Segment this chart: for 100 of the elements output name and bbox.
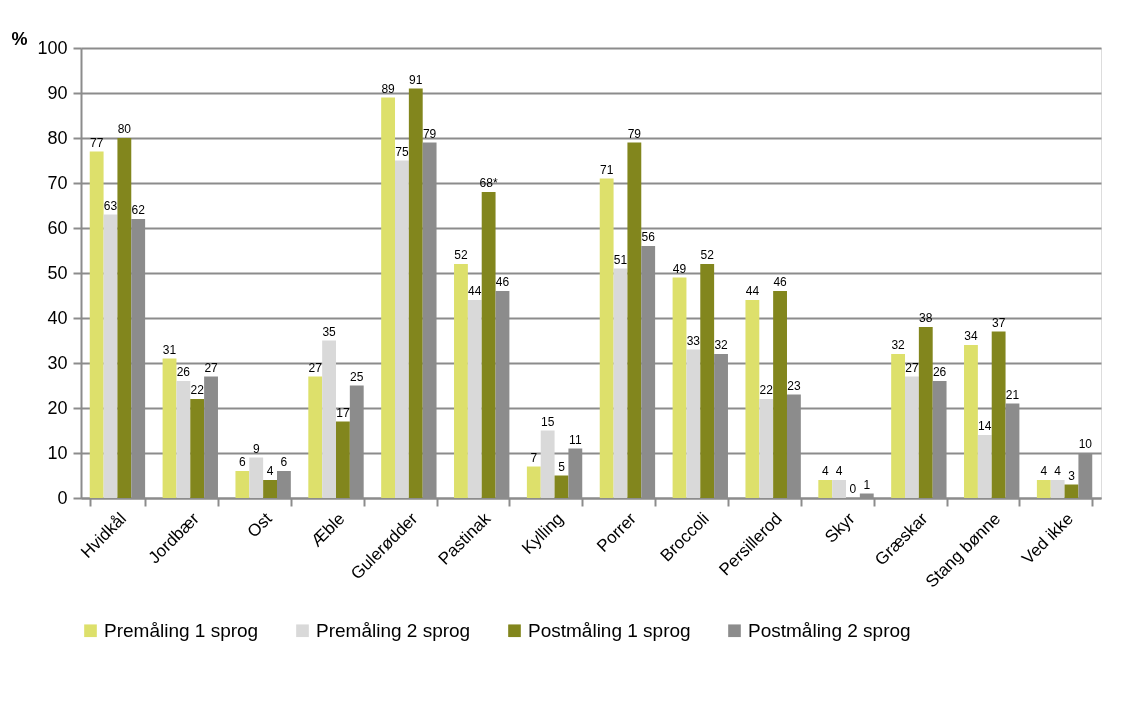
data-label: 25 (350, 369, 364, 384)
data-label: 10 (1078, 437, 1093, 451)
data-label: 52 (454, 248, 468, 262)
data-label: 7 (530, 450, 538, 465)
data-label: 80 (117, 122, 132, 136)
bar (991, 331, 1006, 498)
bar (467, 300, 482, 498)
bar (540, 430, 555, 498)
data-label: 22 (190, 383, 205, 397)
y-tick-label: 80 (47, 127, 68, 148)
bar (336, 421, 350, 498)
data-label: 15 (540, 414, 555, 429)
data-label: 31 (162, 342, 177, 357)
data-label: 35 (322, 324, 337, 339)
data-label: 4 (821, 464, 829, 478)
bar (554, 475, 569, 498)
data-label: 91 (409, 72, 423, 87)
data-label: 3 (1068, 468, 1076, 483)
y-tick-label: 90 (47, 82, 68, 103)
bar (481, 192, 496, 498)
data-label: 46 (495, 275, 510, 289)
y-tick-label: 60 (47, 217, 68, 238)
data-label: 62 (131, 203, 146, 217)
bar (322, 340, 336, 498)
bar (627, 142, 642, 498)
bar (905, 376, 919, 498)
data-label: 4 (266, 464, 274, 478)
bar (700, 264, 715, 498)
bar (381, 97, 396, 498)
data-label: 32 (891, 338, 906, 352)
data-label: 6 (239, 455, 247, 469)
bar (117, 138, 132, 498)
data-label: 34 (964, 329, 978, 343)
legend-label: Postmåling 1 sprog (528, 619, 691, 641)
data-label: 0 (849, 482, 857, 496)
data-label: 27 (905, 360, 919, 375)
data-label: 44 (468, 284, 482, 298)
data-label: 21 (1005, 387, 1020, 402)
bar (686, 349, 701, 498)
data-label: 79 (627, 126, 642, 141)
y-tick-label: 50 (47, 262, 68, 283)
y-tick-label: 30 (47, 352, 68, 373)
bar (395, 160, 409, 498)
data-label: 44 (745, 284, 760, 298)
data-label: 77 (89, 135, 104, 150)
data-label: 37 (991, 315, 1006, 330)
data-label: 71 (599, 162, 614, 177)
data-label: 75 (395, 144, 409, 159)
data-label: 68* (479, 176, 498, 190)
bar (89, 151, 104, 498)
bar (190, 399, 205, 498)
bar (759, 399, 774, 498)
data-label: 5 (558, 459, 566, 474)
x-tick-label: Ved ikke (1018, 509, 1078, 568)
data-label: 23 (787, 378, 801, 393)
data-label: 27 (308, 360, 323, 375)
data-label: 14 (978, 419, 992, 433)
data-label: 6 (280, 455, 288, 469)
bar (599, 178, 614, 498)
data-label: 51 (613, 252, 628, 267)
data-label: 32 (714, 338, 729, 352)
bar (773, 291, 787, 498)
data-label: 4 (1054, 464, 1062, 478)
x-tick-label: Ost (243, 508, 276, 542)
bar (103, 214, 118, 498)
bar (162, 358, 177, 498)
data-label: 27 (204, 360, 219, 375)
data-label: 49 (672, 261, 687, 276)
bar (745, 300, 760, 498)
data-label: 33 (686, 333, 701, 348)
bar (408, 88, 423, 498)
bar (1064, 484, 1079, 498)
data-label: 11 (569, 432, 582, 447)
data-label: 9 (252, 441, 260, 456)
bar (454, 264, 468, 498)
bar (832, 480, 846, 498)
data-label: 89 (381, 81, 396, 96)
data-label: 46 (773, 275, 788, 289)
data-label: 1 (863, 477, 871, 492)
data-label: 22 (759, 383, 774, 397)
bar (176, 381, 191, 498)
bar (891, 354, 906, 498)
data-label: 63 (103, 198, 118, 213)
bar (1036, 480, 1051, 498)
data-label: 79 (422, 126, 437, 141)
bar (1050, 480, 1065, 498)
data-label: 4 (1040, 464, 1048, 478)
bar (613, 268, 628, 498)
data-label: 17 (336, 405, 350, 420)
bar (918, 327, 933, 498)
legend-label: Premåling 1 sprog (104, 619, 259, 641)
data-label: 4 (835, 464, 843, 478)
data-label: 38 (919, 311, 933, 325)
data-label: 26 (932, 365, 947, 379)
bar (249, 457, 264, 498)
data-label: 52 (700, 248, 715, 262)
y-tick-label: 100 (37, 37, 68, 58)
bar (672, 277, 687, 498)
legend-label: Premåling 2 sprog (316, 619, 471, 641)
y-tick-label: 10 (47, 442, 68, 463)
